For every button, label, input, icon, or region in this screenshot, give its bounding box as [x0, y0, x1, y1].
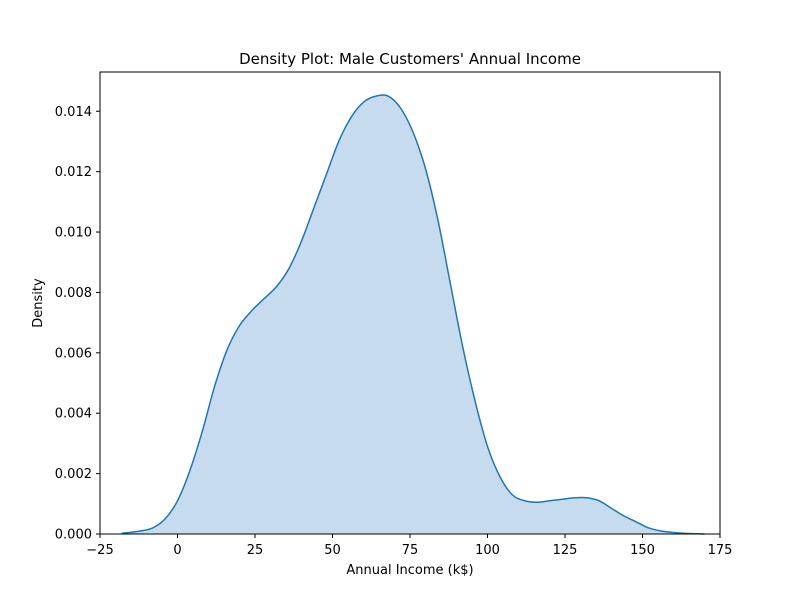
y-tick-label: 0.008	[55, 286, 92, 301]
density-line	[121, 94, 705, 535]
x-axis-label: Annual Income (k$)	[346, 563, 473, 578]
y-tick-label: 0.010	[55, 226, 92, 241]
y-tick-label: 0.006	[55, 346, 92, 361]
chart-title: Density Plot: Male Customers' Annual Inc…	[239, 50, 581, 68]
x-tick-label: 0	[173, 543, 181, 558]
x-tick-label: 100	[475, 543, 500, 558]
y-tick-label: 0.004	[55, 407, 92, 422]
y-tick-label: 0.012	[55, 165, 92, 180]
x-axis: −25 0 25 50 75 100 125 150 175	[86, 534, 732, 558]
y-axis-label: Density	[31, 278, 46, 328]
y-tick-label: 0.002	[55, 467, 92, 482]
x-tick-label: 25	[247, 543, 264, 558]
y-axis: 0.000 0.002 0.004 0.006 0.008 0.010 0.012 0.014	[55, 105, 100, 543]
x-tick-label: −25	[86, 543, 113, 558]
x-tick-label: 50	[324, 543, 341, 558]
plot-area	[121, 94, 705, 535]
y-tick-label: 0.000	[55, 528, 92, 543]
x-tick-label: 75	[402, 543, 419, 558]
x-tick-label: 150	[630, 543, 655, 558]
density-area	[121, 94, 705, 535]
x-tick-label: 175	[708, 543, 733, 558]
y-tick-label: 0.014	[55, 105, 92, 120]
x-tick-label: 125	[553, 543, 578, 558]
